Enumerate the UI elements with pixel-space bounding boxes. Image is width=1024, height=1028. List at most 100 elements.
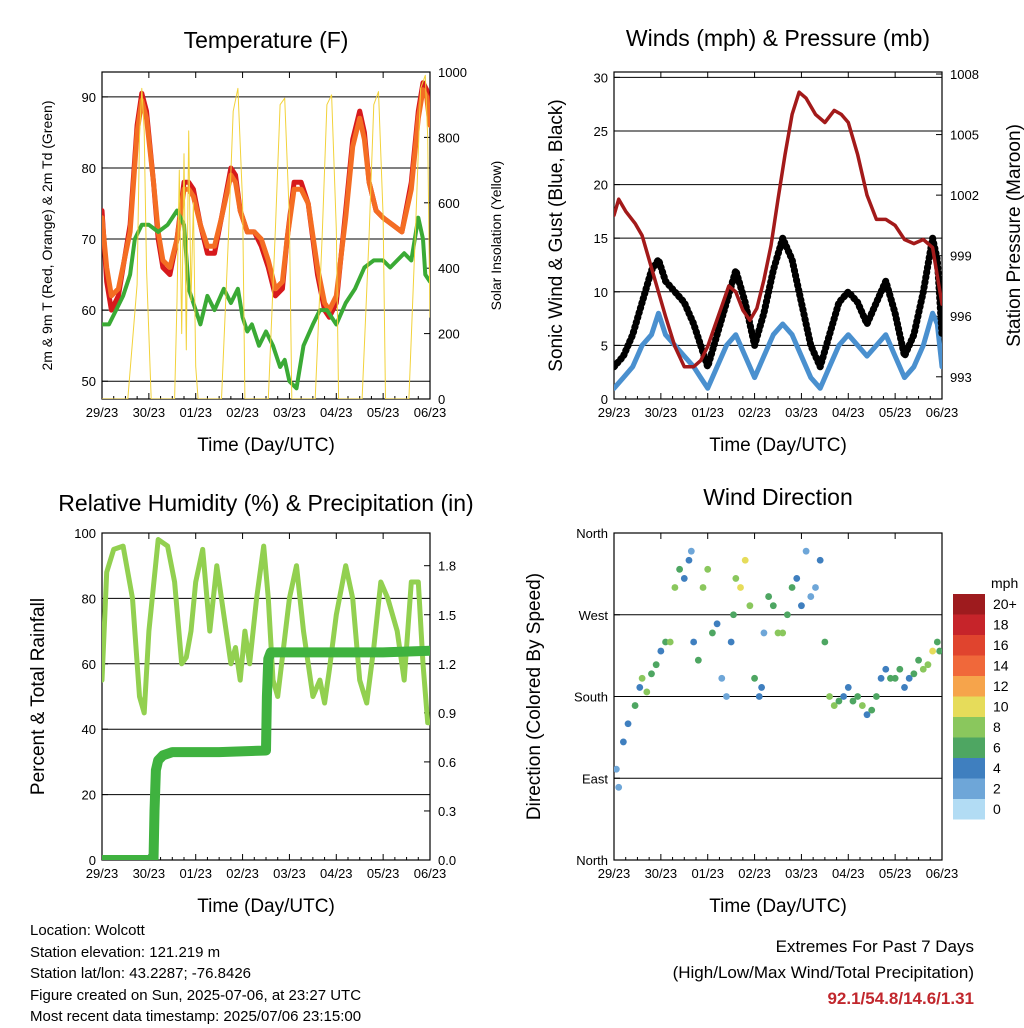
x-tick-label: 05/23 <box>879 405 912 420</box>
plot-area <box>614 90 942 391</box>
direction-point <box>638 674 646 682</box>
y-tick-label: 70 <box>82 232 96 247</box>
chart-title: Relative Humidity (%) & Precipitation (i… <box>58 490 473 516</box>
direction-point <box>624 720 632 728</box>
x-tick-label: 04/23 <box>320 405 353 420</box>
x-tick-label: 29/23 <box>86 405 119 420</box>
legend-label: 18 <box>993 617 1009 633</box>
x-tick-label: 06/23 <box>926 405 959 420</box>
direction-point <box>863 711 871 719</box>
x-tick-label: 03/23 <box>273 866 306 881</box>
legend-label: 20+ <box>993 596 1017 612</box>
direction-point <box>709 629 716 637</box>
direction-point <box>769 602 777 610</box>
legend-swatch <box>953 778 985 799</box>
direction-point <box>793 575 801 582</box>
x-tick-label: 30/23 <box>645 866 678 881</box>
direction-point <box>694 656 702 664</box>
temp_9m-line <box>102 87 430 313</box>
direction-point <box>919 665 927 673</box>
rain-line <box>102 645 430 860</box>
y-tick-label: 20 <box>82 788 96 803</box>
direction-point <box>755 693 763 700</box>
recent-data-text: Most recent data timestamp: 2025/07/06 2… <box>30 1008 362 1025</box>
x-tick-label: 02/23 <box>226 405 259 420</box>
legend-label: 4 <box>993 760 1001 776</box>
x-tick-label: 30/23 <box>645 405 678 420</box>
direction-point <box>798 602 805 610</box>
direction-point <box>910 670 918 678</box>
direction-point <box>699 584 707 591</box>
x-tick-label: 02/23 <box>226 866 259 881</box>
x-tick-label: 01/23 <box>179 405 212 420</box>
direction-point <box>868 706 876 714</box>
x-tick-label: 02/23 <box>738 405 771 420</box>
direction-point <box>873 693 880 700</box>
x-tick-label: 29/23 <box>598 866 631 881</box>
direction-point <box>929 647 937 655</box>
direction-point <box>887 674 894 682</box>
x-tick-label: 30/23 <box>133 405 166 420</box>
plot-area <box>102 537 430 860</box>
y-right-axis-label: Solar Insolation (Yellow) <box>488 161 504 311</box>
y-tick-label: 20 <box>594 178 608 193</box>
x-axis-label: Time (Day/UTC) <box>709 896 847 917</box>
direction-point <box>727 638 735 646</box>
direction-point <box>619 738 627 746</box>
direction-point <box>915 656 922 664</box>
legend-label: 0 <box>993 801 1001 817</box>
y-axis-label: Percent & Total Rainfall <box>28 598 49 795</box>
y-tick-label: East <box>582 771 608 786</box>
direction-point <box>854 693 862 700</box>
legend-label: 16 <box>993 637 1009 653</box>
wind-line <box>614 310 942 391</box>
y-right-tick-label: 1000 <box>438 65 467 80</box>
y-right-tick-label: 1005 <box>950 128 979 143</box>
legend-swatch <box>953 655 985 676</box>
direction-point <box>849 697 857 705</box>
chart-title: Temperature (F) <box>184 27 349 53</box>
legend-label: 14 <box>993 658 1009 674</box>
y-tick-label: 0 <box>601 392 608 407</box>
x-tick-label: 04/23 <box>832 405 865 420</box>
x-axis-label: Time (Day/UTC) <box>197 435 335 456</box>
y-right-tick-label: 0.3 <box>438 804 456 819</box>
y-tick-label: 60 <box>82 303 96 318</box>
y-right-tick-label: 400 <box>438 261 460 276</box>
direction-point <box>643 688 651 696</box>
direction-panel: Wind Direction 29/23 30/23 01/23 02/23 03/23 0… <box>524 484 1018 917</box>
legend-label: 6 <box>993 740 1001 756</box>
direction-point <box>685 556 693 564</box>
y-axis-label: Sonic Wind & Gust (Blue, Black) <box>546 99 567 371</box>
direction-point <box>779 629 787 637</box>
direction-point <box>812 584 819 591</box>
direction-point <box>830 702 838 709</box>
legend-label: 12 <box>993 678 1009 694</box>
y-tick-label: 100 <box>74 526 96 541</box>
legend-swatch <box>953 696 985 717</box>
direction-point <box>765 593 773 600</box>
extremes-subtitle: (High/Low/Max Wind/Total Precipitation) <box>672 963 974 982</box>
direction-point <box>746 602 754 610</box>
y-tick-label: 25 <box>594 124 608 139</box>
y-tick-label: 60 <box>82 657 96 672</box>
y-right-axis-label: Station Pressure (Maroon) <box>1004 124 1024 347</box>
y-right-tick-label: 1.8 <box>438 559 456 574</box>
direction-point <box>741 556 749 564</box>
rh-line <box>102 537 430 726</box>
direction-point <box>844 684 852 691</box>
extremes-title: Extremes For Past 7 Days <box>775 937 974 956</box>
latlon-text: Station lat/lon: 43.2287; -76.8426 <box>30 965 252 982</box>
direction-point <box>636 684 644 691</box>
y-right-tick-label: 1002 <box>950 188 979 203</box>
speed-legend: mph 20+ 18 16 14 12 10 8 6 4 2 0 <box>953 575 1018 820</box>
plot-area <box>614 547 942 791</box>
y-right-tick-label: 0 <box>438 392 445 407</box>
direction-point <box>687 547 695 555</box>
plot-frame <box>101 71 431 400</box>
legend-swatch <box>953 676 985 697</box>
legend-title: mph <box>991 575 1018 591</box>
direction-point <box>877 674 885 682</box>
legend-label: 8 <box>993 719 1001 735</box>
humidity-panel: Relative Humidity (%) & Precipitation (i… <box>28 490 474 917</box>
